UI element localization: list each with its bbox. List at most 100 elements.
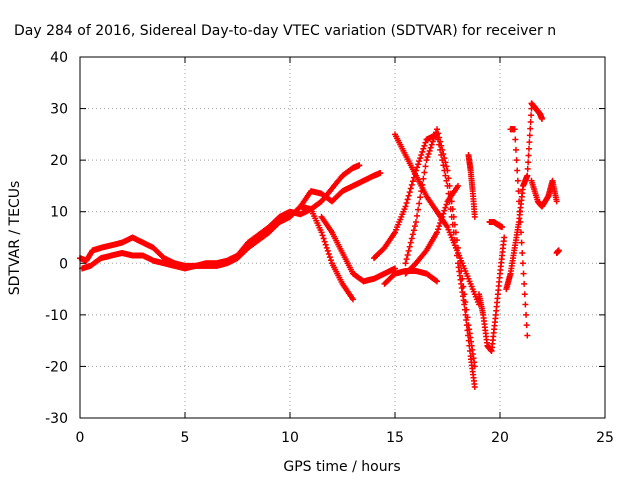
data-point [521, 280, 528, 287]
data-point [321, 238, 328, 245]
data-point [436, 134, 443, 141]
data-point [406, 243, 413, 250]
data-point [446, 182, 453, 189]
data-point [327, 257, 334, 264]
ticks: 0 5 10 15 20 25 -30 -20 -10 0 10 20 30 40 [45, 50, 614, 446]
data-point [512, 146, 519, 153]
data-point [440, 162, 447, 169]
data-point [415, 161, 422, 168]
data-point [409, 178, 416, 185]
data-point [517, 219, 524, 226]
data-point [430, 135, 437, 142]
data-point [438, 142, 445, 149]
data-point [526, 139, 533, 146]
data-point [429, 138, 436, 145]
data-point [434, 229, 440, 236]
data-point [427, 144, 434, 151]
data-point [526, 132, 533, 139]
data-point [445, 175, 452, 182]
y-tick-label: 40 [50, 50, 68, 66]
y-tick-label: 20 [50, 153, 68, 169]
data-point [459, 275, 466, 282]
data-point [428, 141, 435, 148]
data-point [519, 260, 526, 267]
data-point [462, 298, 469, 305]
data-point [318, 229, 325, 236]
data-point [442, 204, 449, 211]
data-point [420, 145, 427, 152]
data-point [555, 247, 562, 254]
data-point [512, 136, 519, 143]
data-point [449, 206, 456, 213]
data-point [441, 155, 448, 162]
data-point [527, 125, 534, 132]
data-point [440, 150, 447, 157]
data-point [403, 199, 410, 206]
data-point [523, 311, 530, 318]
y-tick-label: 30 [50, 102, 68, 118]
data-point [443, 201, 450, 208]
data-point [408, 235, 415, 242]
data-point [437, 138, 444, 145]
y-tick-label: -20 [45, 359, 68, 375]
data-point [419, 148, 426, 155]
data-point [431, 132, 438, 139]
data-point [326, 254, 333, 261]
x-tick-label: 25 [596, 430, 614, 446]
data-point [516, 208, 523, 215]
data-point [471, 384, 478, 391]
data-point [324, 247, 331, 254]
data-point [408, 181, 415, 188]
data-point [377, 170, 384, 177]
data-point [407, 239, 414, 246]
data-point [515, 188, 522, 195]
data-point [406, 189, 413, 196]
data-point [516, 198, 523, 205]
y-tick-label: 10 [50, 205, 68, 221]
data-point [413, 219, 419, 226]
plot-frame [79, 56, 606, 419]
data-point [501, 234, 508, 241]
data-point [519, 249, 526, 256]
data-point [425, 150, 432, 157]
x-tick-label: 5 [181, 430, 190, 446]
data-point [514, 167, 521, 174]
data-point [437, 220, 444, 227]
data-point [450, 213, 457, 220]
data-point [420, 175, 427, 182]
data-point [435, 130, 442, 137]
x-tick-label: 20 [491, 430, 509, 446]
data-point [422, 163, 429, 170]
data-point [524, 332, 531, 339]
data-point [418, 151, 425, 158]
data-point [443, 163, 450, 170]
data-point [451, 221, 458, 228]
x-tick-label: 15 [386, 430, 404, 446]
data-point [518, 239, 525, 246]
data-point [421, 142, 428, 149]
data-point [518, 229, 524, 236]
data-point [417, 194, 424, 201]
data-point [423, 157, 430, 164]
data-point [527, 118, 534, 125]
data-point [471, 213, 478, 220]
data-point [417, 155, 424, 162]
data-point [525, 145, 532, 152]
data-point [405, 192, 412, 199]
data-point [421, 169, 428, 176]
data-point [442, 172, 449, 179]
x-axis-label: GPS time / hours [283, 459, 400, 475]
data-point [440, 210, 447, 217]
data-point [392, 265, 398, 272]
data-point [402, 260, 409, 267]
data-point [319, 232, 326, 239]
data-point [411, 223, 418, 230]
data-point [523, 322, 530, 329]
data-point [553, 198, 560, 205]
grid [79, 56, 606, 419]
data-point [514, 177, 521, 184]
data-point [434, 126, 440, 133]
data-point [499, 224, 506, 231]
data-point [452, 229, 459, 236]
